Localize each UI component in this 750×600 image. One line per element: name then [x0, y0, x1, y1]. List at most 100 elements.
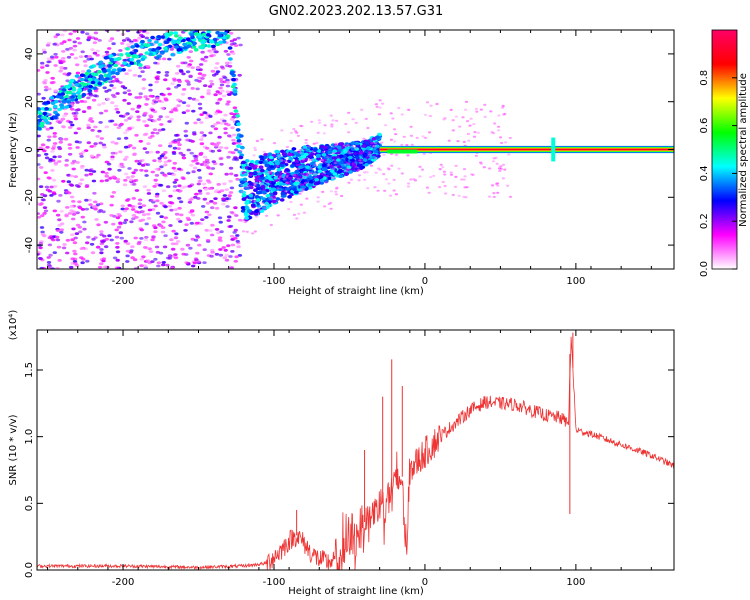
heatmap-cell [233, 174, 239, 177]
heatmap-cell [274, 160, 280, 164]
heatmap-cell [94, 78, 99, 83]
heatmap-cell [75, 161, 80, 164]
heatmap-cell [206, 91, 211, 95]
heatmap-cell [329, 190, 333, 193]
x-tick-label: -200 [112, 577, 135, 588]
heatmap-cell [359, 161, 363, 164]
heatmap-cell [84, 207, 90, 211]
heatmap-cell [335, 119, 339, 122]
heatmap-cell [254, 209, 259, 213]
heatmap-cell [117, 168, 122, 172]
heatmap-cell [93, 31, 99, 35]
heatmap-cell [69, 195, 75, 199]
heatmap-cell [107, 234, 112, 238]
heatmap-cell [496, 184, 500, 187]
heatmap-cell [51, 178, 57, 182]
heatmap-cell [122, 58, 127, 62]
heatmap-cell [37, 107, 42, 111]
heatmap-cell [70, 233, 75, 237]
heatmap-cell [143, 95, 148, 99]
heatmap-cell [184, 261, 189, 265]
heatmap-cell [294, 169, 300, 174]
heatmap-cell [213, 127, 219, 131]
heatmap-cell [69, 53, 75, 56]
heatmap-cell [222, 256, 227, 260]
heatmap-cell [116, 137, 122, 141]
heatmap-cell [108, 39, 113, 43]
heatmap-cell [253, 188, 258, 192]
heatmap-cell [159, 165, 164, 169]
heatmap-cell [366, 160, 372, 164]
heatmap-cell [297, 212, 301, 215]
heatmap-cell [174, 45, 179, 49]
heatmap-cell [365, 171, 369, 174]
heatmap-cell [244, 216, 250, 220]
heatmap-cell [239, 180, 245, 184]
heatmap-cell [115, 250, 121, 254]
heatmap-cell [389, 194, 393, 197]
heatmap-cell [148, 52, 154, 56]
heatmap-cell [357, 174, 362, 177]
heatmap-cell [72, 241, 78, 245]
heatmap-cell [178, 189, 183, 193]
heatmap-cell [171, 166, 176, 170]
heatmap-cell [138, 198, 143, 202]
heatmap-cell [157, 157, 162, 160]
heatmap-cell [166, 185, 171, 189]
heatmap-cell [171, 247, 176, 251]
heatmap-cell [174, 232, 179, 236]
heatmap-cell [232, 82, 237, 87]
heatmap-cell [361, 144, 366, 148]
heatmap-cell [144, 235, 149, 239]
heatmap-cell [111, 75, 116, 79]
heatmap-cell [142, 147, 147, 151]
heatmap-cell [99, 179, 105, 183]
heatmap-cell [206, 26, 211, 30]
heatmap-cell [122, 183, 128, 187]
heatmap-cell [227, 64, 233, 68]
heatmap-cell [422, 152, 426, 155]
heatmap-cell [40, 198, 46, 202]
heatmap-cell [114, 107, 119, 111]
heatmap-cell [357, 163, 363, 168]
heatmap-cell [109, 203, 114, 207]
heatmap-cell [193, 195, 198, 199]
heatmap-cell [117, 68, 123, 73]
heatmap-cell [115, 258, 120, 262]
heatmap-cell [93, 236, 98, 240]
heatmap-cell [289, 131, 294, 134]
heatmap-cell [199, 26, 204, 30]
heatmap-cell [43, 209, 49, 213]
y-tick-label: -40 [24, 237, 35, 253]
heatmap-cell [141, 78, 147, 81]
heatmap-cell [350, 141, 356, 145]
heatmap-cell [492, 195, 496, 198]
heatmap-cell [76, 185, 81, 188]
heatmap-cell [374, 103, 378, 106]
heatmap-cell [209, 254, 214, 258]
heatmap-cell [218, 146, 224, 149]
heatmap-cell [407, 108, 411, 111]
heatmap-cell [472, 123, 476, 126]
heatmap-cell [145, 151, 150, 154]
heatmap-cell [157, 42, 163, 47]
heatmap-cell [210, 233, 215, 237]
heatmap-cell [69, 209, 74, 213]
heatmap-cell [153, 226, 158, 230]
heatmap-cell [65, 251, 70, 255]
heatmap-cell [176, 240, 181, 243]
heatmap-cell [497, 125, 501, 128]
heatmap-cell [37, 118, 42, 123]
heatmap-cell [230, 243, 236, 247]
heatmap-cell [140, 57, 146, 62]
y-tick-label: 20 [24, 95, 35, 108]
heatmap-cell [71, 200, 76, 203]
heatmap-cell [80, 70, 86, 73]
heatmap-cell [229, 112, 234, 115]
heatmap-cell [222, 25, 227, 29]
heatmap-cell [132, 258, 138, 262]
heatmap-cell [273, 176, 279, 180]
heatmap-cell [351, 118, 355, 121]
heatmap-cell [173, 256, 179, 260]
heatmap-cell [62, 40, 67, 44]
